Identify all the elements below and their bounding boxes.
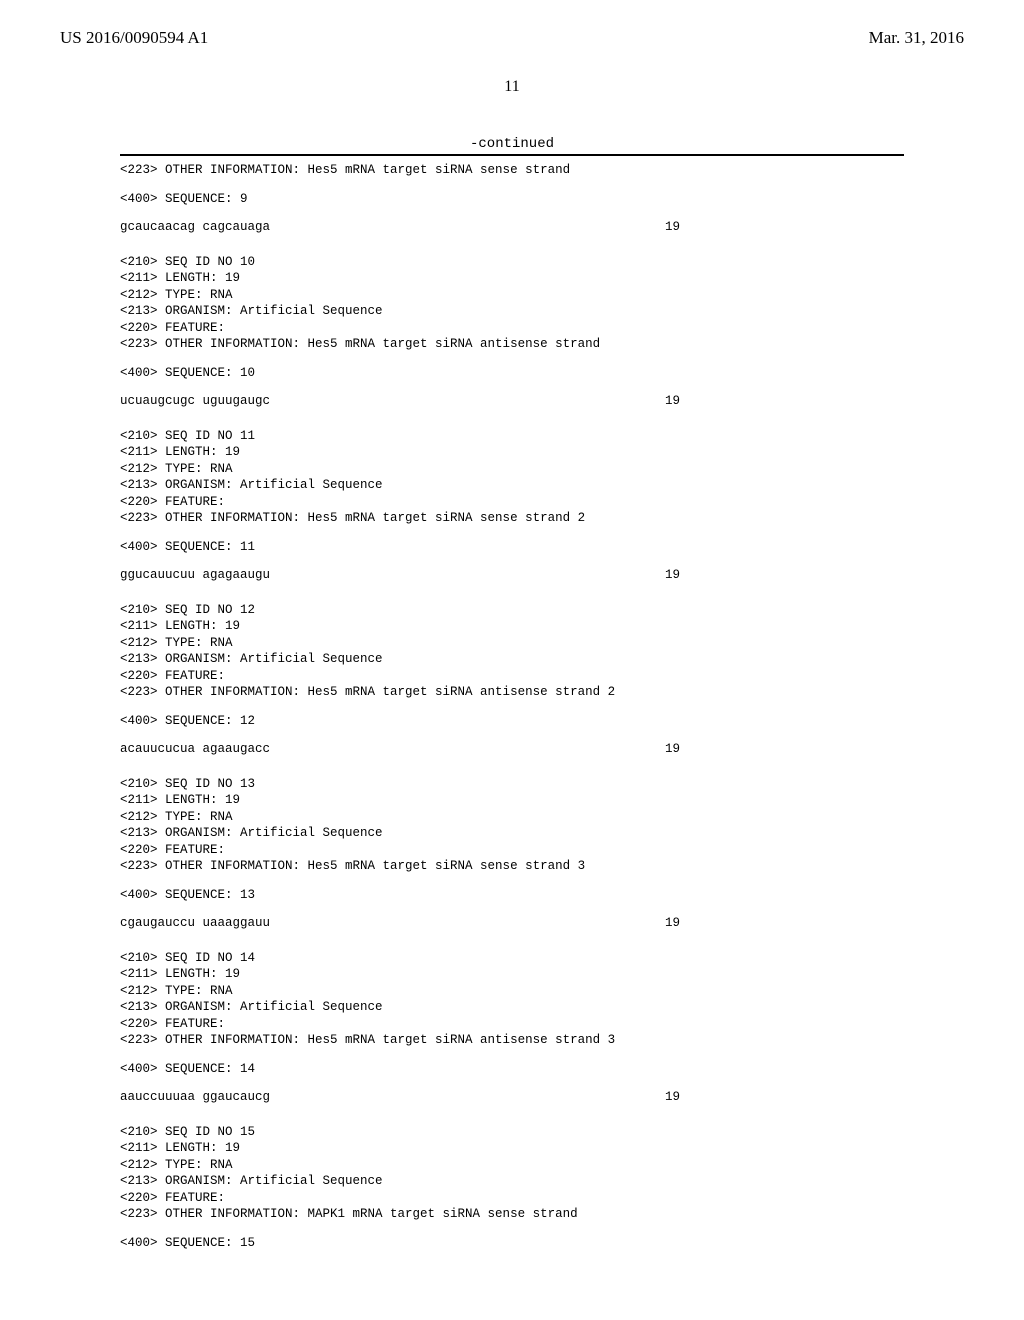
meta-line: <210> SEQ ID NO 10 (120, 254, 904, 271)
meta-line: <212> TYPE: RNA (120, 1157, 904, 1174)
sequence-length: 19 (665, 915, 680, 932)
page-number: 11 (0, 78, 1024, 96)
meta-line: <220> FEATURE: (120, 1190, 904, 1207)
meta-line: <223> OTHER INFORMATION: Hes5 mRNA targe… (120, 336, 904, 353)
meta-line: <213> ORGANISM: Artificial Sequence (120, 651, 904, 668)
meta-line: <210> SEQ ID NO 13 (120, 776, 904, 793)
sequence-row: ggucauucuu agagaaugu 19 (120, 567, 680, 584)
meta-line: <223> OTHER INFORMATION: Hes5 mRNA targe… (120, 510, 904, 527)
meta-line: <213> ORGANISM: Artificial Sequence (120, 825, 904, 842)
meta-line: <213> ORGANISM: Artificial Sequence (120, 999, 904, 1016)
meta-line: <213> ORGANISM: Artificial Sequence (120, 1173, 904, 1190)
meta-line: <212> TYPE: RNA (120, 461, 904, 478)
sequence-length: 19 (665, 567, 680, 584)
sequence-text: aauccuuuaa ggaucaucg (120, 1089, 270, 1106)
meta-line: <212> TYPE: RNA (120, 635, 904, 652)
sequence-length: 19 (665, 741, 680, 758)
sequence-row: gcaucaacag cagcauaga 19 (120, 219, 680, 236)
sequence-length: 19 (665, 1089, 680, 1106)
sequence-meta-block: <210> SEQ ID NO 12<211> LENGTH: 19<212> … (120, 602, 904, 701)
meta-line: <223> OTHER INFORMATION: Hes5 mRNA targe… (120, 858, 904, 875)
sequence-meta-block: <210> SEQ ID NO 10<211> LENGTH: 19<212> … (120, 254, 904, 353)
sequence-length: 19 (665, 219, 680, 236)
meta-line: <213> ORGANISM: Artificial Sequence (120, 303, 904, 320)
meta-line: <211> LENGTH: 19 (120, 966, 904, 983)
meta-line: <210> SEQ ID NO 12 (120, 602, 904, 619)
meta-line: <210> SEQ ID NO 11 (120, 428, 904, 445)
sequence-text: ggucauucuu agagaaugu (120, 567, 270, 584)
sequence-meta-block: <223> OTHER INFORMATION: Hes5 mRNA targe… (120, 162, 904, 179)
meta-line: <220> FEATURE: (120, 1016, 904, 1033)
sequence-row: cgaugauccu uaaaggauu 19 (120, 915, 680, 932)
meta-line: <211> LENGTH: 19 (120, 1140, 904, 1157)
meta-line: <211> LENGTH: 19 (120, 618, 904, 635)
meta-line: <212> TYPE: RNA (120, 287, 904, 304)
page-header: US 2016/0090594 A1 Mar. 31, 2016 (0, 0, 1024, 48)
meta-line: <223> OTHER INFORMATION: Hes5 mRNA targe… (120, 684, 904, 701)
publication-number: US 2016/0090594 A1 (60, 28, 208, 48)
meta-line: <212> TYPE: RNA (120, 983, 904, 1000)
sequence-meta-block: <210> SEQ ID NO 13<211> LENGTH: 19<212> … (120, 776, 904, 875)
meta-line: <211> LENGTH: 19 (120, 270, 904, 287)
sequence-text: ucuaugcugc uguugaugc (120, 393, 270, 410)
meta-line: <220> FEATURE: (120, 320, 904, 337)
meta-line: <223> OTHER INFORMATION: Hes5 mRNA targe… (120, 1032, 904, 1049)
sequence-label: <400> SEQUENCE: 13 (120, 887, 904, 904)
sequence-row: ucuaugcugc uguugaugc 19 (120, 393, 680, 410)
meta-line: <210> SEQ ID NO 14 (120, 950, 904, 967)
sequence-label: <400> SEQUENCE: 15 (120, 1235, 904, 1252)
publication-date: Mar. 31, 2016 (869, 28, 964, 48)
meta-line: <211> LENGTH: 19 (120, 792, 904, 809)
meta-line: <210> SEQ ID NO 15 (120, 1124, 904, 1141)
sequence-text: gcaucaacag cagcauaga (120, 219, 270, 236)
sequence-meta-block: <210> SEQ ID NO 14<211> LENGTH: 19<212> … (120, 950, 904, 1049)
meta-line: <212> TYPE: RNA (120, 809, 904, 826)
sequence-text: acauucucua agaaugacc (120, 741, 270, 758)
sequence-label: <400> SEQUENCE: 14 (120, 1061, 904, 1078)
meta-line: <220> FEATURE: (120, 668, 904, 685)
sequence-row: acauucucua agaaugacc 19 (120, 741, 680, 758)
meta-line: <223> OTHER INFORMATION: Hes5 mRNA targe… (120, 162, 904, 179)
meta-line: <211> LENGTH: 19 (120, 444, 904, 461)
meta-line: <220> FEATURE: (120, 842, 904, 859)
meta-line: <223> OTHER INFORMATION: MAPK1 mRNA targ… (120, 1206, 904, 1223)
meta-line: <213> ORGANISM: Artificial Sequence (120, 477, 904, 494)
sequence-text: cgaugauccu uaaaggauu (120, 915, 270, 932)
meta-line: <220> FEATURE: (120, 494, 904, 511)
sequence-row: aauccuuuaa ggaucaucg 19 (120, 1089, 680, 1106)
sequence-listing-content: <223> OTHER INFORMATION: Hes5 mRNA targe… (0, 156, 1024, 1251)
sequence-meta-block: <210> SEQ ID NO 11<211> LENGTH: 19<212> … (120, 428, 904, 527)
continued-label: -continued (0, 136, 1024, 152)
sequence-label: <400> SEQUENCE: 10 (120, 365, 904, 382)
sequence-label: <400> SEQUENCE: 9 (120, 191, 904, 208)
sequence-label: <400> SEQUENCE: 12 (120, 713, 904, 730)
sequence-label: <400> SEQUENCE: 11 (120, 539, 904, 556)
sequence-meta-block: <210> SEQ ID NO 15<211> LENGTH: 19<212> … (120, 1124, 904, 1223)
sequence-length: 19 (665, 393, 680, 410)
